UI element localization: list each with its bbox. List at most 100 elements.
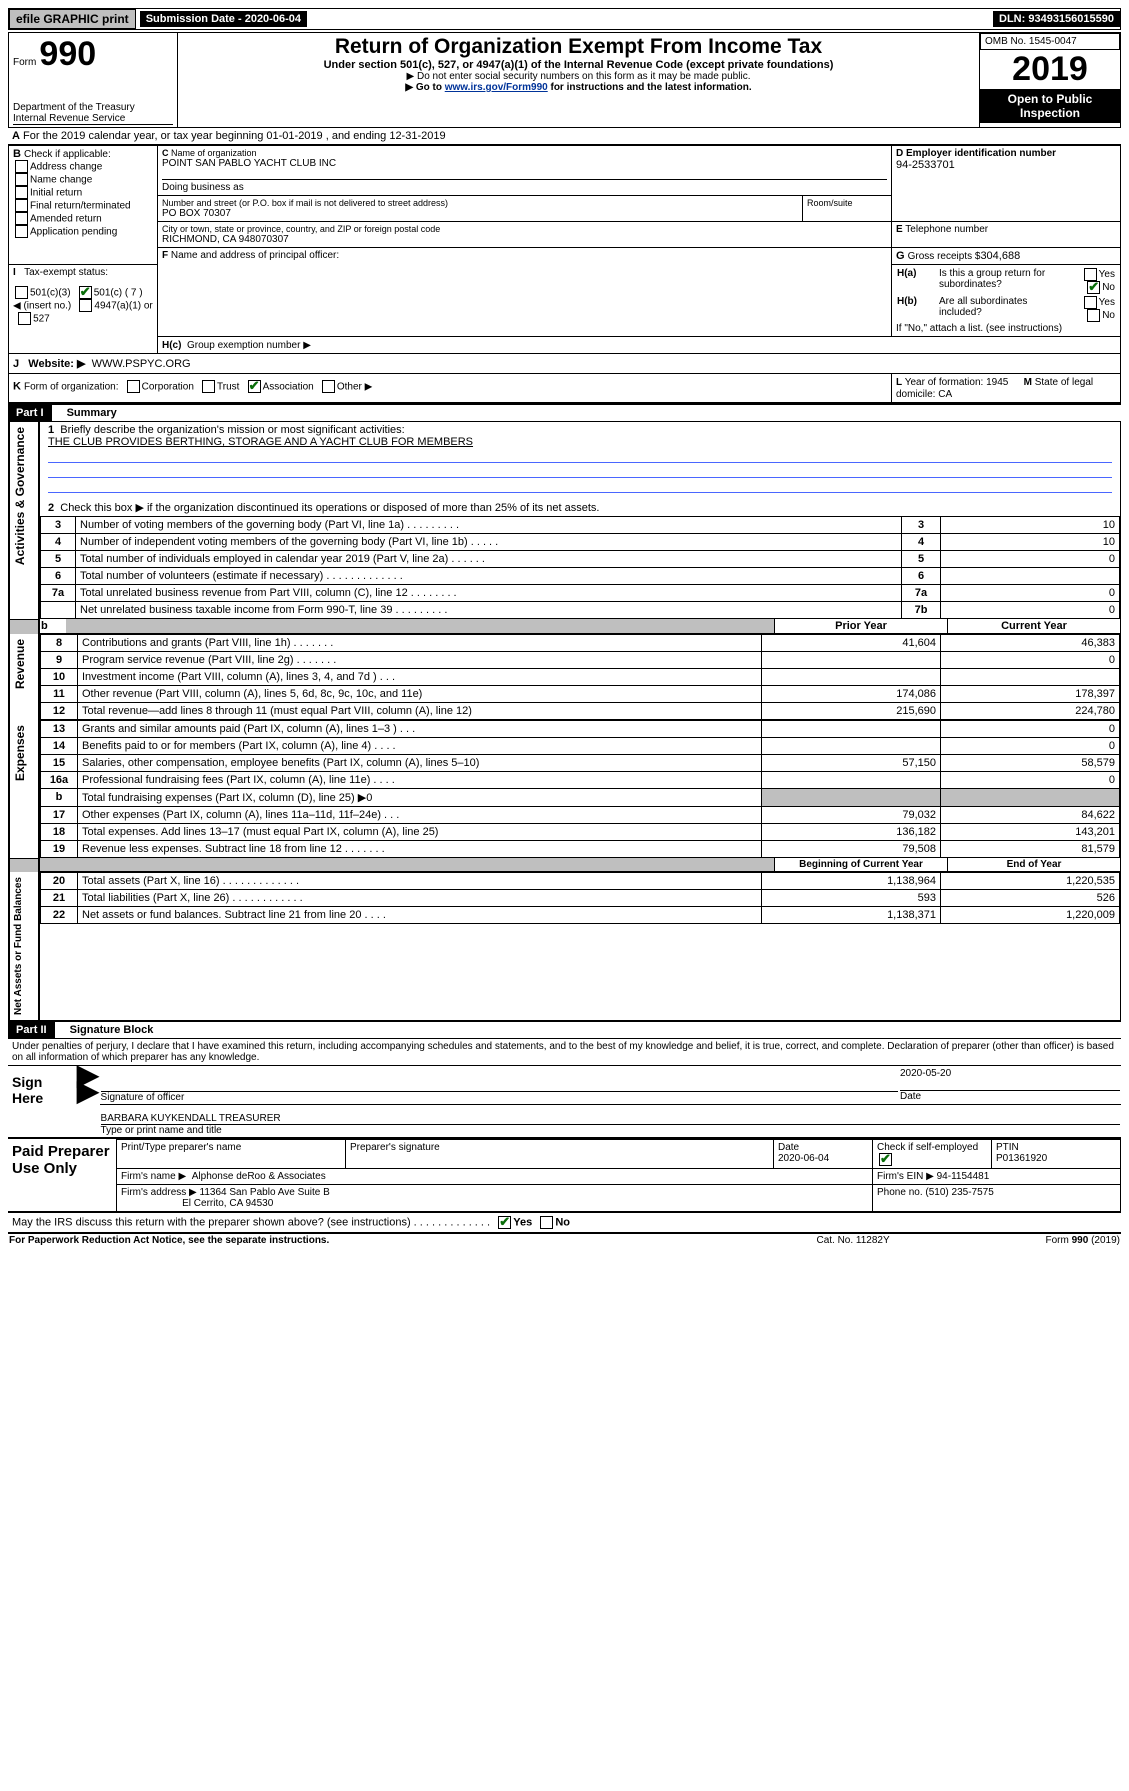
firm-ein-label: Firm's EIN ▶ — [877, 1171, 934, 1182]
row-val: 0 — [941, 585, 1120, 602]
line-a: For the 2019 calendar year, or tax year … — [23, 130, 446, 142]
ha-no[interactable] — [1087, 281, 1100, 294]
date-label-2: Date — [778, 1142, 799, 1153]
top-bar: efile GRAPHIC print Submission Date - 20… — [8, 8, 1121, 30]
row-text: Total expenses. Add lines 13–17 (must eq… — [78, 824, 762, 841]
subtitle-2: Do not enter social security numbers on … — [182, 71, 975, 82]
curr-val: 1,220,535 — [941, 873, 1120, 890]
omb: OMB No. 1545-0047 — [980, 33, 1120, 50]
prior-val: 41,604 — [762, 635, 941, 652]
cat-no: Cat. No. 11282Y — [765, 1234, 942, 1247]
ck-corp[interactable] — [127, 380, 140, 393]
hb-note: If "No," attach a list. (see instruction… — [896, 323, 1116, 334]
irs-link[interactable]: www.irs.gov/Form990 — [445, 82, 548, 93]
curr-val: 81,579 — [941, 841, 1120, 858]
firm-ein: 94-1154481 — [937, 1171, 990, 1182]
l2: Check this box ▶ if the organization dis… — [60, 502, 599, 514]
ck-501c[interactable] — [79, 286, 92, 299]
prior-val — [762, 738, 941, 755]
ck-final[interactable] — [15, 199, 28, 212]
k-assoc: Association — [263, 381, 314, 392]
ck-initial[interactable] — [15, 186, 28, 199]
curr-val: 84,622 — [941, 807, 1120, 824]
row-text: Other revenue (Part VIII, column (A), li… — [78, 686, 762, 703]
org-name: POINT SAN PABLO YACHT CLUB INC — [162, 158, 887, 169]
b-amended: Amended return — [30, 213, 102, 224]
ck-527[interactable] — [18, 312, 31, 325]
row-num: 11 — [41, 686, 78, 703]
firm-addr-label: Firm's address ▶ — [121, 1187, 197, 1198]
prior-val: 174,086 — [762, 686, 941, 703]
b-name: Name change — [30, 174, 92, 185]
row-num: 6 — [41, 568, 76, 585]
ck-assoc[interactable] — [248, 380, 261, 393]
row-num: 3 — [41, 517, 76, 534]
curr-val: 143,201 — [941, 824, 1120, 841]
goto-b: for instructions and the latest informat… — [548, 82, 752, 93]
row-text: Total number of individuals employed in … — [76, 551, 902, 568]
ein-value: 94-2533701 — [896, 159, 1116, 171]
row-code: 3 — [902, 517, 941, 534]
efile-button[interactable]: efile GRAPHIC print — [9, 9, 136, 29]
ck-501c3[interactable] — [15, 286, 28, 299]
submission-date: Submission Date - 2020-06-04 — [140, 11, 307, 27]
ck-trust[interactable] — [202, 380, 215, 393]
no-3: No — [555, 1216, 570, 1228]
discuss-yes[interactable] — [498, 1216, 511, 1229]
b-hdr: Check if applicable: — [24, 149, 111, 160]
row-num: 12 — [41, 703, 78, 720]
row-code: 6 — [902, 568, 941, 585]
prior-val — [762, 789, 941, 807]
ck-pending[interactable] — [15, 225, 28, 238]
form-footer: Form 990 (2019) — [1046, 1235, 1120, 1246]
curr-val: 526 — [941, 890, 1120, 907]
k-label: Form of organization: — [24, 381, 119, 392]
pp-date: 2020-06-04 — [778, 1153, 829, 1164]
ck-other[interactable] — [322, 380, 335, 393]
row-val — [941, 568, 1120, 585]
irs: Internal Revenue Service — [13, 113, 173, 125]
website-label: Website: ▶ — [28, 358, 85, 370]
ck-address[interactable] — [15, 160, 28, 173]
form-990: 990 — [39, 35, 96, 73]
ck-4947[interactable] — [79, 299, 92, 312]
hb-yes[interactable] — [1084, 296, 1097, 309]
goto-a: Go to — [416, 82, 445, 93]
curr-val: 0 — [941, 738, 1120, 755]
room-label: Room/suite — [807, 198, 887, 208]
row-text: Grants and similar amounts paid (Part IX… — [78, 721, 762, 738]
addr-label: Number and street (or P.O. box if mail i… — [162, 198, 798, 208]
ck-name[interactable] — [15, 173, 28, 186]
ck-amended[interactable] — [15, 212, 28, 225]
hb-no[interactable] — [1087, 309, 1100, 322]
mission: THE CLUB PROVIDES BERTHING, STORAGE AND … — [48, 436, 473, 448]
prior-val: 79,032 — [762, 807, 941, 824]
row-num: 8 — [41, 635, 78, 652]
k-corp: Corporation — [142, 381, 194, 392]
row-num: 17 — [41, 807, 78, 824]
row-text: Total fundraising expenses (Part IX, col… — [78, 789, 762, 807]
side-na: Net Assets or Fund Balances — [11, 873, 26, 1019]
ck-self[interactable] — [879, 1153, 892, 1166]
side-rev: Revenue — [11, 635, 29, 693]
end-year-hdr: End of Year — [948, 858, 1121, 872]
curr-val — [941, 789, 1120, 807]
officer-name: BARBARA KUYKENDALL TREASURER — [101, 1113, 1120, 1125]
prior-val: 136,182 — [762, 824, 941, 841]
row-num: 15 — [41, 755, 78, 772]
527: 527 — [33, 313, 50, 324]
perjury: Under penalties of perjury, I declare th… — [8, 1039, 1121, 1065]
form-title: Return of Organization Exempt From Incom… — [182, 35, 975, 59]
l1: Briefly describe the organization's miss… — [60, 424, 404, 436]
section-b: B Check if applicable: Address change Na… — [9, 146, 158, 265]
discuss-no[interactable] — [540, 1216, 553, 1229]
pp-sig-label: Preparer's signature — [350, 1142, 440, 1153]
sig-arrow-1: ▶▶ — [76, 1065, 100, 1138]
row-num: 18 — [41, 824, 78, 841]
tax-year: 2019 — [980, 50, 1120, 89]
row-text: Investment income (Part VIII, column (A)… — [78, 669, 762, 686]
prior-val: 79,508 — [762, 841, 941, 858]
no-2: No — [1102, 310, 1115, 321]
curr-val: 0 — [941, 652, 1120, 669]
m-val: CA — [938, 389, 952, 400]
